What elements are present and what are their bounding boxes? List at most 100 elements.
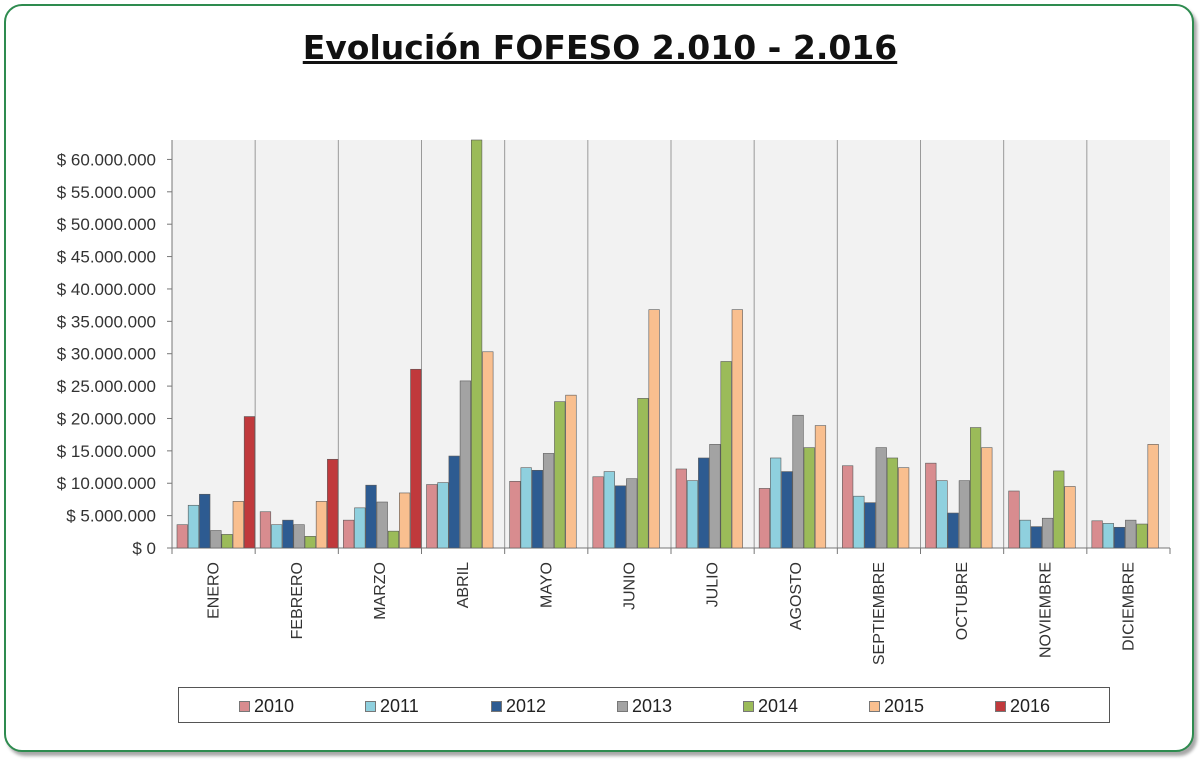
bar-2013-septiembre xyxy=(875,447,887,549)
x-category-label: ABRIL xyxy=(455,562,472,608)
bar-2015-agosto xyxy=(814,425,827,549)
bar-2015-diciembre xyxy=(1147,444,1159,549)
legend-item-2013: 2013 xyxy=(617,696,672,717)
legend-label: 2014 xyxy=(758,696,799,716)
bar-2014-diciembre xyxy=(1136,523,1148,549)
bar-2015-octubre xyxy=(981,447,993,549)
y-tick-label: $ 30.000.000 xyxy=(57,345,156,364)
bar-2014-enero xyxy=(221,534,233,549)
bar-2010-agosto xyxy=(758,488,771,549)
bar-2010-septiembre xyxy=(842,465,854,549)
bar-2013-noviembre xyxy=(1041,517,1054,549)
bar-2016-febrero xyxy=(327,458,339,549)
bar-2011-mayo xyxy=(520,467,532,549)
legend-swatch xyxy=(491,701,502,712)
bar-2014-marzo xyxy=(387,530,400,549)
bar-2010-febrero xyxy=(259,511,272,549)
bar-2013-junio xyxy=(626,478,638,549)
bar-2012-julio xyxy=(698,457,710,549)
x-category-label: DICIEMBRE xyxy=(1120,562,1137,651)
bar-2015-febrero xyxy=(315,501,328,549)
bar-2014-octubre xyxy=(969,427,982,549)
y-tick-label: $ 35.000.000 xyxy=(57,312,156,331)
bar-2012-junio xyxy=(614,485,627,549)
bar-2013-enero xyxy=(210,530,222,549)
bar-2014-noviembre xyxy=(1053,470,1065,549)
x-category-label: JULIO xyxy=(705,562,722,607)
bar-2011-septiembre xyxy=(853,495,865,549)
legend-swatch xyxy=(239,701,250,712)
bar-2010-abril xyxy=(426,484,438,549)
bar-2011-enero xyxy=(187,504,200,549)
bar-2015-julio xyxy=(731,309,743,549)
bar-2012-enero xyxy=(199,493,211,549)
legend-label: 2016 xyxy=(1010,696,1051,716)
legend-swatch xyxy=(365,701,376,712)
bar-2010-junio xyxy=(592,476,604,549)
legend-item-2014: 2014 xyxy=(743,696,798,717)
legend-item-2010: 2010 xyxy=(239,696,294,717)
bar-2013-febrero xyxy=(293,524,305,549)
x-category-label: OCTUBRE xyxy=(954,562,971,640)
bar-2013-marzo xyxy=(376,501,388,549)
x-category-label: FEBRERO xyxy=(289,562,306,639)
y-tick-label: $ 55.000.000 xyxy=(57,183,156,202)
y-tick-label: $ 25.000.000 xyxy=(57,377,156,396)
bar-2011-diciembre xyxy=(1102,523,1114,549)
x-category-label: AGOSTO xyxy=(788,562,805,630)
legend-label: 2013 xyxy=(632,696,673,716)
bar-2010-julio xyxy=(675,468,687,549)
x-category-label: ENERO xyxy=(206,562,223,619)
bar-2011-abril xyxy=(437,482,449,549)
legend-item-2015: 2015 xyxy=(869,696,924,717)
bar-2012-abril xyxy=(448,455,460,549)
bar-2012-octubre xyxy=(947,512,959,549)
legend-item-2012: 2012 xyxy=(491,696,546,717)
bar-2010-noviembre xyxy=(1008,490,1020,549)
bar-2013-abril xyxy=(459,380,472,549)
y-tick-label: $ 20.000.000 xyxy=(57,409,156,428)
bar-2012-septiembre xyxy=(864,502,876,549)
bar-2010-mayo xyxy=(509,480,521,549)
y-tick-label: $ 0 xyxy=(132,539,156,558)
bar-2014-junio xyxy=(637,398,649,549)
bar-2012-diciembre xyxy=(1113,526,1126,549)
bar-2010-octubre xyxy=(925,462,937,549)
bar-2012-marzo xyxy=(365,484,377,549)
bar-2010-diciembre xyxy=(1091,520,1103,549)
bar-2014-abril xyxy=(470,139,483,549)
bar-2013-mayo xyxy=(542,453,555,549)
legend-label: 2015 xyxy=(884,696,925,716)
bar-2015-marzo xyxy=(399,492,411,549)
bar-2015-noviembre xyxy=(1064,486,1076,549)
legend-swatch xyxy=(995,701,1006,712)
x-category-label: SEPTIEMBRE xyxy=(871,562,888,665)
bar-2014-septiembre xyxy=(886,457,899,549)
legend-label: 2011 xyxy=(380,696,419,716)
chart-title: Evolución FOFESO 2.010 - 2.016 xyxy=(302,28,898,67)
x-category-label: MAYO xyxy=(538,562,555,608)
y-tick-label: $ 5.000.000 xyxy=(66,507,156,526)
y-tick-label: $ 10.000.000 xyxy=(57,474,156,493)
bar-2012-mayo xyxy=(531,469,543,549)
legend-swatch xyxy=(617,701,628,712)
bar-2015-septiembre xyxy=(898,467,910,549)
bar-2011-marzo xyxy=(354,507,366,549)
bar-2013-julio xyxy=(709,444,721,549)
legend-label: 2012 xyxy=(506,696,547,716)
bar-2012-noviembre xyxy=(1030,526,1042,549)
bar-2014-julio xyxy=(720,361,732,549)
y-tick-label: $ 60.000.000 xyxy=(57,150,156,169)
bar-2012-agosto xyxy=(781,471,793,549)
bar-2010-marzo xyxy=(343,519,355,549)
bar-2015-junio xyxy=(648,309,660,549)
bar-2011-noviembre xyxy=(1019,519,1031,549)
bar-2013-diciembre xyxy=(1125,519,1137,549)
bar-2016-enero xyxy=(243,416,256,549)
x-category-label: NOVIEMBRE xyxy=(1037,562,1054,658)
bar-2014-mayo xyxy=(554,401,566,549)
bar-2015-mayo xyxy=(565,394,577,549)
bar-2016-marzo xyxy=(410,368,422,549)
y-tick-label: $ 40.000.000 xyxy=(57,280,156,299)
bar-2012-febrero xyxy=(282,519,294,549)
